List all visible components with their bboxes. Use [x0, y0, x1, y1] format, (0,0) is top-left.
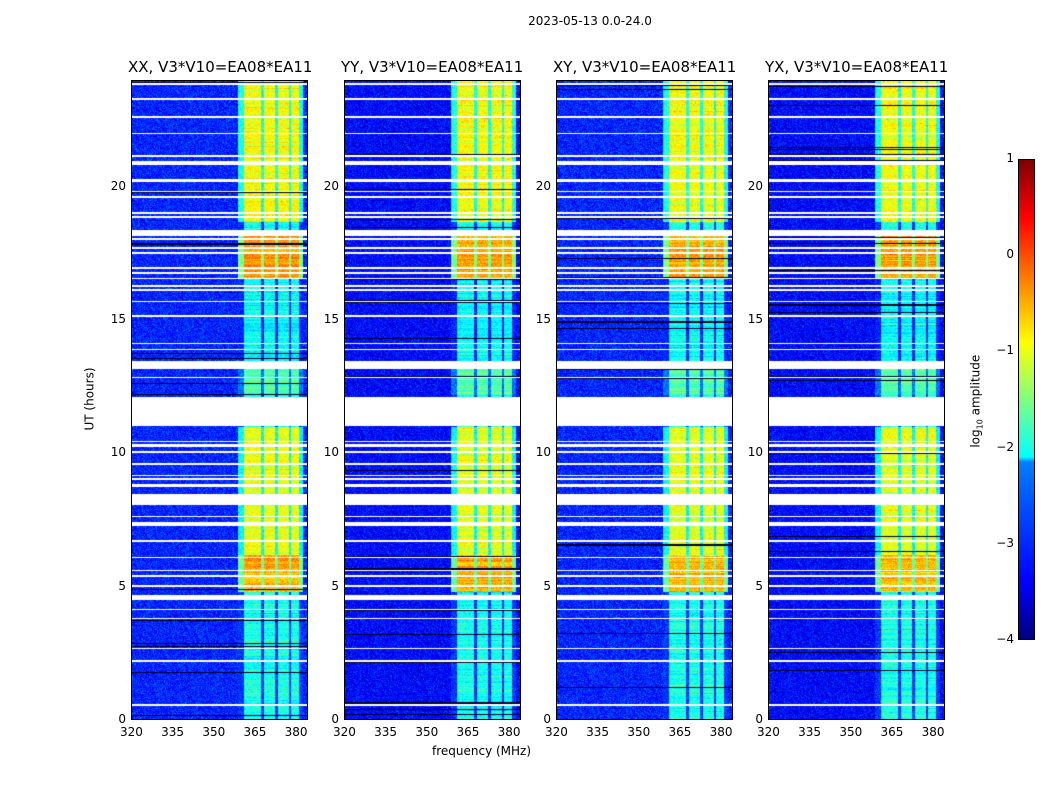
y-tick-label: 0	[118, 712, 126, 726]
heatmap-image	[345, 81, 520, 719]
y-tick-label: 15	[110, 312, 126, 326]
y-tick-label: 10	[747, 445, 763, 460]
x-tick-label: 335	[798, 725, 822, 739]
y-tick-label: 5	[543, 578, 551, 593]
colorbar-tick-label: 0	[1006, 247, 1014, 262]
y-tick-label: 5	[331, 578, 339, 593]
y-tick-label: 20	[535, 178, 551, 193]
y-tick-label: 20	[110, 178, 126, 193]
colorbar	[1018, 159, 1035, 640]
heatmap-panel	[344, 80, 521, 720]
y-axis-label: UT (hours)	[82, 367, 97, 431]
heatmap-image	[769, 81, 944, 719]
figure-title: 2023-05-13 0.0-24.0	[528, 14, 652, 28]
x-tick-label: 365	[668, 725, 692, 739]
x-tick-label: 320	[333, 725, 356, 739]
x-tick-label: 365	[456, 725, 480, 739]
y-tick-label: 5	[118, 578, 126, 593]
y-tick-label: 15	[747, 312, 763, 326]
y-tick-label: 15	[535, 312, 551, 326]
panel-title: YX, V3*V10=EA08*EA11	[765, 58, 949, 76]
x-tick-label: 380	[497, 725, 521, 739]
x-tick-label: 365	[880, 725, 904, 739]
x-axis-label: frequency (MHz)	[432, 744, 532, 758]
x-tick-label: 320	[757, 725, 780, 739]
colorbar-tick-label: −3	[996, 535, 1014, 550]
colorbar-label-log: log	[968, 429, 983, 448]
x-tick-label: 350	[627, 725, 651, 739]
x-tick-label: 350	[415, 725, 439, 739]
y-tick-label: 10	[323, 445, 339, 460]
heatmap-panel	[768, 80, 945, 720]
x-tick-label: 380	[921, 725, 945, 739]
colorbar-tick-label: −2	[996, 439, 1014, 454]
x-tick-label: 320	[120, 725, 143, 739]
heatmap-panel	[556, 80, 733, 720]
y-tick-label: 20	[747, 178, 763, 193]
colorbar-tick-label: −4	[996, 632, 1014, 646]
colorbar-tick-label: −1	[996, 343, 1014, 358]
x-tick-label: 365	[243, 725, 267, 739]
y-tick-label: 0	[755, 712, 763, 726]
x-tick-label: 335	[586, 725, 610, 739]
colorbar-tick-label: 1	[1006, 151, 1014, 165]
x-tick-label: 335	[374, 725, 398, 739]
y-tick-label: 0	[331, 712, 339, 726]
colorbar-label-sub: 10	[975, 419, 985, 430]
x-tick-label: 350	[202, 725, 226, 739]
colorbar-label: log10 amplitude	[968, 355, 984, 448]
y-tick-label: 10	[535, 445, 551, 460]
x-tick-label: 335	[161, 725, 185, 739]
heatmap-panel	[131, 80, 308, 720]
panel-title: YY, V3*V10=EA08*EA11	[341, 58, 524, 76]
heatmap-image	[557, 81, 732, 719]
y-tick-label: 5	[755, 578, 763, 593]
y-tick-label: 10	[110, 445, 126, 460]
y-tick-label: 0	[543, 712, 551, 726]
colorbar-label-rest: amplitude	[968, 354, 983, 420]
x-tick-label: 380	[709, 725, 733, 739]
heatmap-image	[132, 81, 307, 719]
panel-title: XY, V3*V10=EA08*EA11	[553, 58, 737, 76]
x-tick-label: 320	[545, 725, 568, 739]
y-tick-label: 15	[323, 312, 339, 326]
x-tick-label: 350	[839, 725, 863, 739]
x-tick-label: 380	[284, 725, 308, 739]
panel-title: XX, V3*V10=EA08*EA11	[128, 58, 313, 76]
y-tick-label: 20	[323, 178, 339, 193]
